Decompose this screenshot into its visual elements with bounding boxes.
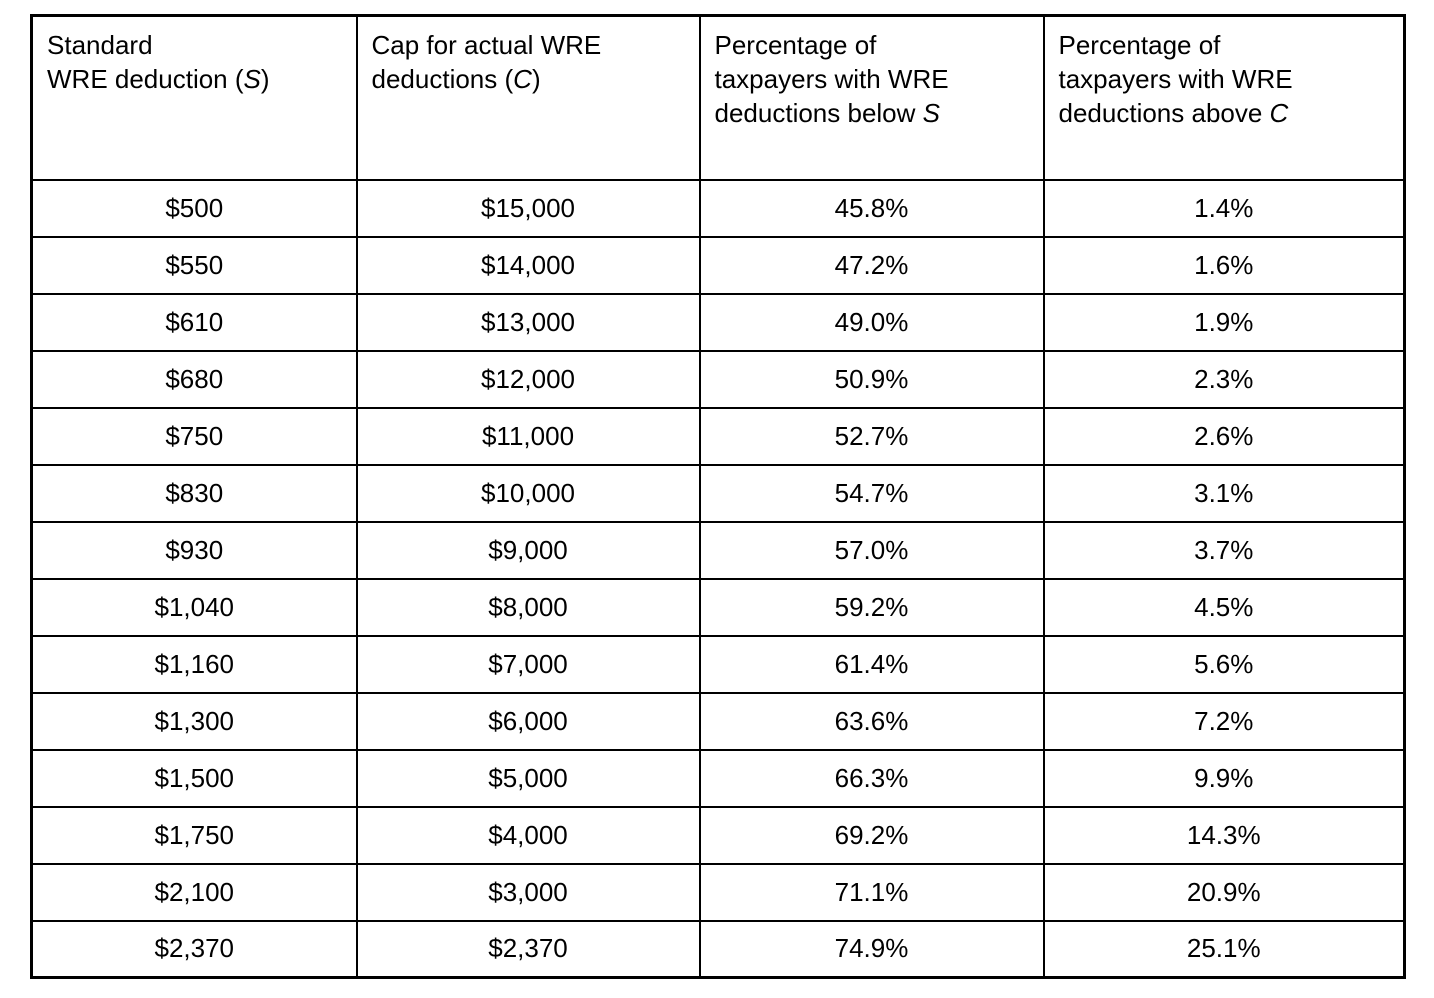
- table-cell: 66.3%: [698, 748, 1045, 808]
- table-row: $2,370 $2,370 74.9% 25.1%: [30, 919, 1406, 979]
- table-cell: $1,040: [30, 577, 358, 637]
- header-text: ): [260, 63, 270, 94]
- table-row: $1,040 $8,000 59.2% 4.5%: [30, 577, 1406, 637]
- header-text: Percentage of: [714, 30, 877, 60]
- table-row: $750 $11,000 52.7% 2.6%: [30, 406, 1406, 466]
- header-text: deductions (: [371, 63, 514, 94]
- table-cell: 20.9%: [1042, 862, 1406, 922]
- header-row: Standard WRE deduction (S) Cap for actual …: [30, 14, 1406, 181]
- table-cell: $1,500: [30, 748, 358, 808]
- table-row: $680 $12,000 50.9% 2.3%: [30, 349, 1406, 409]
- table-row: $830 $10,000 54.7% 3.1%: [30, 463, 1406, 523]
- table-cell: $11,000: [355, 406, 701, 466]
- table-cell: 54.7%: [698, 463, 1045, 523]
- table-cell: 4.5%: [1042, 577, 1406, 637]
- table-cell: $3,000: [355, 862, 701, 922]
- variable-symbol: C: [1269, 97, 1289, 128]
- table-cell: $14,000: [355, 235, 701, 295]
- table-cell: 74.9%: [698, 919, 1045, 979]
- column-header-standard-wre-deduction: Standard WRE deduction (S): [30, 14, 358, 181]
- table-cell: 71.1%: [698, 862, 1045, 922]
- table-cell: 57.0%: [698, 520, 1045, 580]
- column-header-pct-taxpayers-above-c: Percentage of taxpayers with WRE deduction…: [1042, 14, 1406, 181]
- table-cell: $7,000: [355, 634, 701, 694]
- table-cell: 52.7%: [698, 406, 1045, 466]
- table-cell: 61.4%: [698, 634, 1045, 694]
- variable-symbol: S: [243, 63, 261, 94]
- table-cell: $12,000: [355, 349, 701, 409]
- table-cell: 3.1%: [1042, 463, 1406, 523]
- table-cell: $6,000: [355, 691, 701, 751]
- table-row: $2,100 $3,000 71.1% 20.9%: [30, 862, 1406, 922]
- wre-deduction-table: Standard WRE deduction (S) Cap for actual …: [30, 14, 1406, 979]
- table-cell: 25.1%: [1042, 919, 1406, 979]
- variable-symbol: C: [513, 63, 532, 94]
- column-header-pct-taxpayers-below-s: Percentage of taxpayers with WRE deduction…: [698, 14, 1045, 181]
- table-cell: $9,000: [355, 520, 701, 580]
- table-cell: $750: [30, 406, 358, 466]
- table-cell: 2.6%: [1042, 406, 1406, 466]
- table-cell: $10,000: [355, 463, 701, 523]
- header-text: deductions below: [714, 97, 923, 128]
- table-cell: $2,370: [355, 919, 701, 979]
- table-cell: $8,000: [355, 577, 701, 637]
- table-cell: 1.6%: [1042, 235, 1406, 295]
- header-text: Cap for actual WRE: [371, 30, 602, 60]
- table-cell: 50.9%: [698, 349, 1045, 409]
- table-cell: 7.2%: [1042, 691, 1406, 751]
- table-cell: 49.0%: [698, 292, 1045, 352]
- table-row: $550 $14,000 47.2% 1.6%: [30, 235, 1406, 295]
- table-row: $500 $15,000 45.8% 1.4%: [30, 178, 1406, 238]
- table-cell: $13,000: [355, 292, 701, 352]
- table-cell: 14.3%: [1042, 805, 1406, 865]
- table-cell: 45.8%: [698, 178, 1045, 238]
- table-cell: $500: [30, 178, 358, 238]
- table-cell: 47.2%: [698, 235, 1045, 295]
- header-text: taxpayers with WRE: [714, 63, 949, 94]
- table-cell: 9.9%: [1042, 748, 1406, 808]
- table-cell: $4,000: [355, 805, 701, 865]
- table-cell: $2,370: [30, 919, 358, 979]
- table-cell: 3.7%: [1042, 520, 1406, 580]
- table-cell: $2,100: [30, 862, 358, 922]
- table-body: $500 $15,000 45.8% 1.4% $550 $14,000 47.2% 1.6%…: [30, 178, 1406, 979]
- table-cell: 1.9%: [1042, 292, 1406, 352]
- table-cell: $610: [30, 292, 358, 352]
- table-cell: $830: [30, 463, 358, 523]
- table-row: $1,750 $4,000 69.2% 14.3%: [30, 805, 1406, 865]
- table-cell: $1,300: [30, 691, 358, 751]
- table-cell: 1.4%: [1042, 178, 1406, 238]
- table-row: $610 $13,000 49.0% 1.9%: [30, 292, 1406, 352]
- header-text: taxpayers with WRE: [1058, 63, 1293, 94]
- header-text: deductions above: [1058, 97, 1270, 128]
- table-row: $1,160 $7,000 61.4% 5.6%: [30, 634, 1406, 694]
- table-cell: 63.6%: [698, 691, 1045, 751]
- table-cell: $15,000: [355, 178, 701, 238]
- table-cell: 2.3%: [1042, 349, 1406, 409]
- table-row: $930 $9,000 57.0% 3.7%: [30, 520, 1406, 580]
- column-header-cap-for-actual-wre-deductions: Cap for actual WRE deductions (C): [355, 14, 701, 181]
- header-text: WRE deduction (: [47, 63, 244, 94]
- table-row: $1,300 $6,000 63.6% 7.2%: [30, 691, 1406, 751]
- table-cell: $1,160: [30, 634, 358, 694]
- header-text: Standard: [47, 30, 153, 60]
- header-text: ): [531, 63, 541, 94]
- table-cell: $550: [30, 235, 358, 295]
- table-cell: $5,000: [355, 748, 701, 808]
- variable-symbol: S: [922, 97, 940, 128]
- table-cell: 5.6%: [1042, 634, 1406, 694]
- table-cell: $930: [30, 520, 358, 580]
- table-cell: 59.2%: [698, 577, 1045, 637]
- header-text: Percentage of: [1058, 30, 1221, 60]
- table-cell: 69.2%: [698, 805, 1045, 865]
- table-row: $1,500 $5,000 66.3% 9.9%: [30, 748, 1406, 808]
- table-cell: $680: [30, 349, 358, 409]
- table-cell: $1,750: [30, 805, 358, 865]
